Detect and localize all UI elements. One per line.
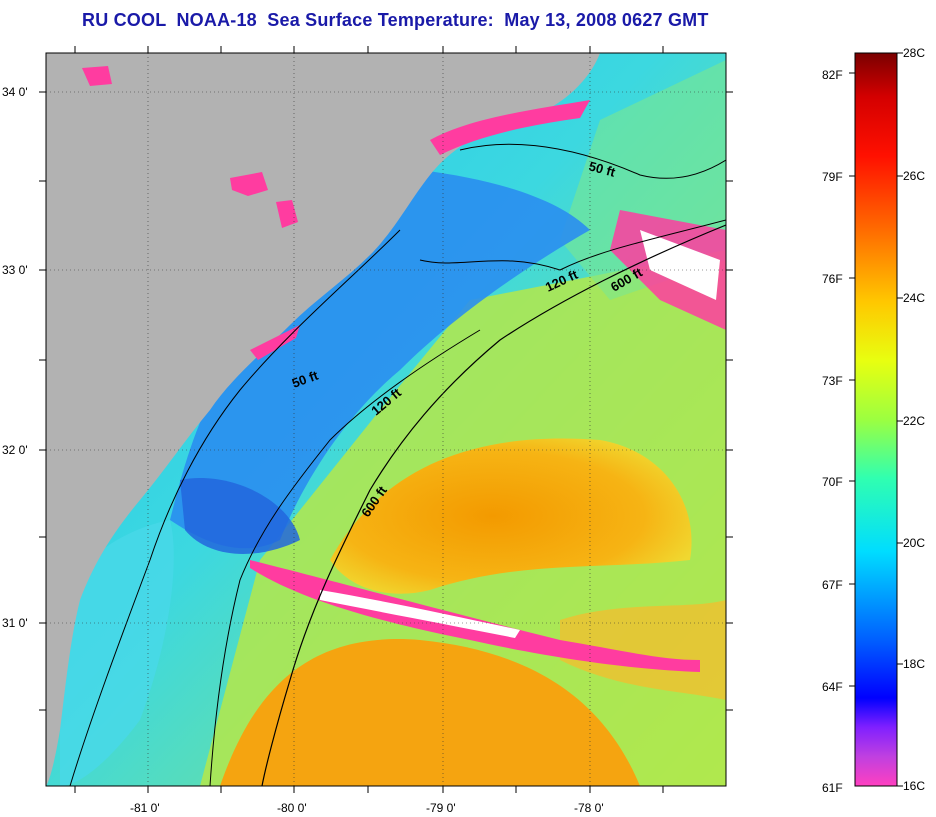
warm-water-region [330,438,692,594]
cloud-streak-south [250,560,700,672]
colorbar-c-label: 18C [903,657,926,671]
map-title: RU COOL NOAA-18 Sea Surface Temperature:… [82,10,709,30]
longitude-label: -78 0' [574,801,604,815]
colorbar-f-label: 61F [822,781,843,795]
colorbar-c-label: 26C [903,169,926,183]
colorbar-f-label: 64F [822,680,843,694]
colorbar-c-label: 22C [903,414,926,428]
colorbar-f-label: 82F [822,68,843,82]
contour-label-50ft-north: 50 ft [587,158,617,180]
axis-ticks [39,46,733,793]
contour-120ft-south [209,329,481,786]
cold-coastal-band [170,170,590,549]
colorbar-f-label: 70F [822,475,843,489]
cloud-mask-coast [430,100,590,155]
colorbar-f-label: 76F [822,272,843,286]
contour-50ft [459,143,726,179]
cloud-northeast-white [640,230,720,300]
longitude-label: -79 0' [426,801,456,815]
contour-50ft-south [69,229,401,786]
colorbar [854,52,898,787]
longitude-label: -81 0' [130,801,160,815]
land [46,53,600,786]
contour-600ft [261,224,726,786]
colorbar-c-label: 24C [903,291,926,305]
contour-120ft [419,219,726,271]
cloud-mask-inland-3 [82,66,112,86]
colorbar-c-label: 28C [903,46,926,60]
warm-water-region-south [220,639,640,786]
cloud-mask-coast-2 [250,325,300,360]
cold-patch [180,478,300,554]
colorbar-ticks [849,52,903,787]
cloud-mask-inland-2 [276,200,298,228]
latitude-label: 33 0' [2,263,28,277]
colorbar-c-label: 16C [903,779,926,793]
warm-band-east [560,600,726,700]
latitude-label: 32 0' [2,443,28,457]
cool-inner-shelf [60,520,174,786]
longitude-label: -80 0' [277,801,307,815]
cloud-mask-inland-1 [230,172,268,196]
colorbar-f-label: 79F [822,170,843,184]
latitude-label: 31 0' [2,616,28,630]
latitude-label: 34 0' [2,85,28,99]
graticule [46,53,726,786]
colorbar-f-label: 67F [822,578,843,592]
cloud-streak-white [320,590,520,638]
map-frame [45,52,727,787]
colorbar-c-label: 20C [903,536,926,550]
colorbar-f-label: 73F [822,374,843,388]
